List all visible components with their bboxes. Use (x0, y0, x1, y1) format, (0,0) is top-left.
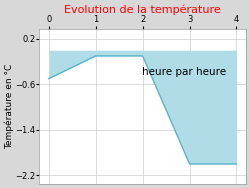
Y-axis label: Température en °C: Température en °C (4, 64, 14, 149)
Title: Evolution de la température: Evolution de la température (64, 4, 221, 15)
Text: heure par heure: heure par heure (142, 67, 226, 77)
